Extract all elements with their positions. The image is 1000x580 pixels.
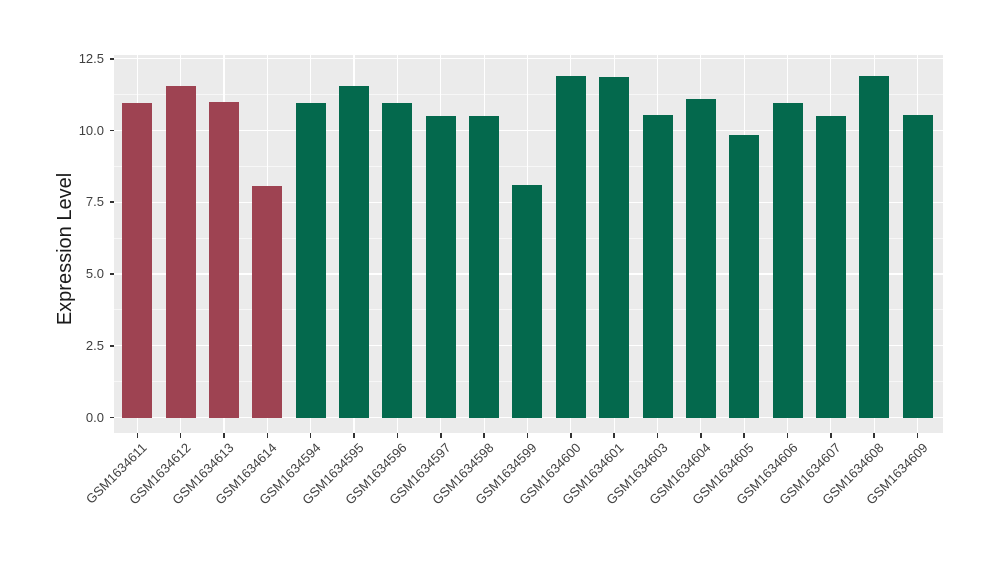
gridline-minor-horizontal: [114, 165, 943, 167]
x-tick-mark: [656, 433, 659, 438]
x-tick-mark: [266, 433, 269, 438]
x-tick-mark: [786, 433, 789, 438]
x-tick-mark: [439, 433, 442, 438]
x-tick-mark: [570, 433, 572, 438]
bar-GSM1634603: [642, 114, 673, 418]
gridline-major-horizontal: [114, 129, 943, 132]
y-axis-title: Expression Level: [54, 172, 76, 326]
bar-GSM1634600: [555, 75, 586, 418]
x-tick-mark: [873, 433, 876, 438]
plot-panel: [114, 55, 943, 433]
y-tick-mark: [110, 416, 114, 419]
x-tick-mark: [179, 433, 182, 438]
y-tick-label: 7.5: [85, 194, 104, 210]
bar-GSM1634607: [815, 116, 846, 418]
bar-GSM1634597: [425, 116, 456, 418]
bar-GSM1634608: [859, 75, 890, 418]
bar-GSM1634606: [772, 103, 803, 418]
bar-GSM1634611: [122, 103, 153, 418]
bar-GSM1634612: [165, 86, 196, 418]
bar-GSM1634614: [252, 186, 283, 418]
x-tick-mark: [483, 433, 485, 438]
x-tick-mark: [223, 433, 225, 438]
y-tick-mark: [110, 344, 114, 347]
y-tick-mark: [110, 273, 114, 275]
x-tick-mark: [353, 433, 355, 438]
bar-GSM1634613: [209, 101, 239, 418]
gridline-minor-horizontal: [114, 94, 943, 96]
bar-GSM1634596: [382, 103, 413, 418]
x-tick-mark: [309, 433, 312, 438]
y-tick-label: 2.5: [85, 337, 104, 353]
y-tick-mark: [110, 129, 114, 132]
gridline-major-horizontal: [114, 58, 943, 60]
bar-GSM1634594: [295, 103, 326, 418]
bar-GSM1634609: [902, 114, 933, 418]
bar-GSM1634595: [339, 86, 370, 418]
bar-GSM1634604: [685, 98, 716, 418]
bar-GSM1634605: [729, 134, 760, 418]
x-tick-mark: [830, 433, 832, 438]
y-tick-label: 5.0: [85, 266, 104, 281]
x-tick-mark: [396, 433, 399, 438]
y-tick-label: 12.5: [78, 50, 104, 66]
x-tick-mark: [136, 433, 139, 438]
bar-GSM1634599: [512, 185, 543, 418]
y-tick-label: 10.0: [78, 122, 104, 138]
y-tick-label: 0.0: [85, 409, 104, 425]
x-tick-mark: [700, 433, 702, 438]
x-tick-mark: [613, 433, 615, 438]
bar-GSM1634598: [469, 116, 500, 418]
x-tick-mark: [916, 433, 919, 438]
x-tick-mark: [743, 433, 745, 438]
bar-GSM1634601: [599, 77, 630, 418]
y-tick-mark: [110, 201, 114, 204]
x-tick-mark: [526, 433, 529, 438]
y-tick-mark: [110, 57, 114, 60]
